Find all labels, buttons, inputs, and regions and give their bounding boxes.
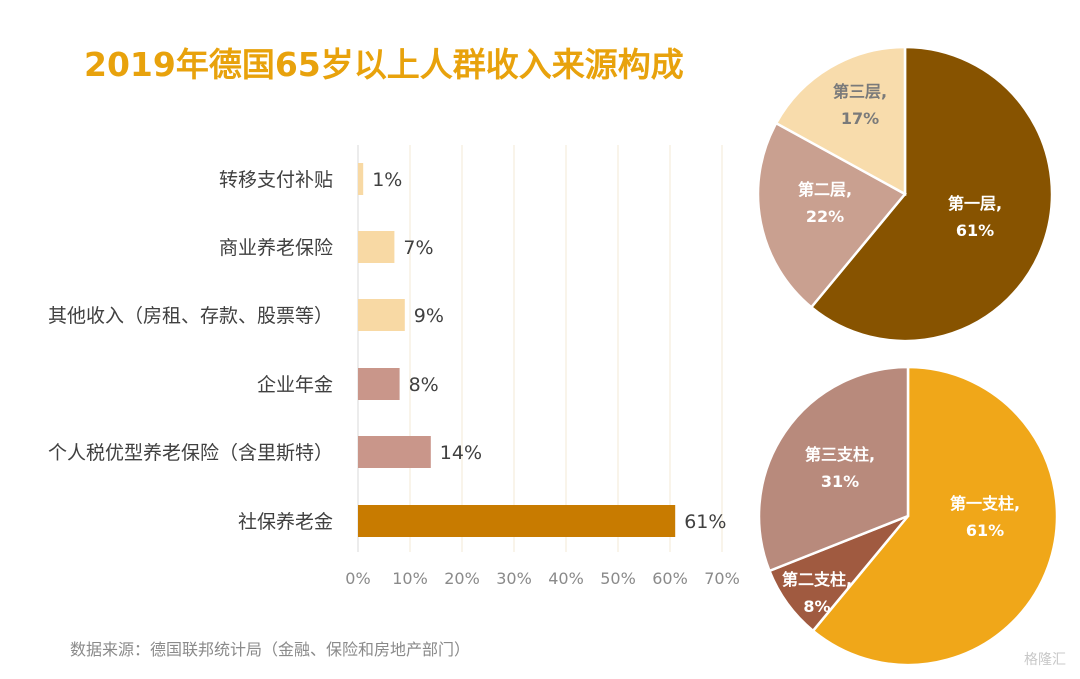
x-tick-label: 60%: [652, 569, 688, 588]
x-tick-label: 70%: [704, 569, 740, 588]
chart-title: 2019年德国65岁以上人群收入来源构成: [84, 45, 684, 84]
pie-slice-label: 第一支柱,: [950, 494, 1020, 513]
x-tick-label: 0%: [345, 569, 370, 588]
pie-slice-value: 22%: [806, 207, 844, 226]
pie-slice: [774, 45, 907, 197]
x-tick-label: 10%: [392, 569, 428, 588]
bar-value-label: 61%: [684, 511, 726, 533]
category-label: 社保养老金: [238, 511, 333, 533]
pie-slice: [809, 45, 1054, 343]
category-label: 商业养老保险: [219, 237, 333, 259]
watermark: 格隆汇: [1024, 652, 1066, 668]
bar: [358, 368, 400, 400]
bar: [358, 299, 405, 331]
pie-slice: [757, 365, 910, 573]
x-tick-label: 30%: [496, 569, 532, 588]
x-tick-label: 40%: [548, 569, 584, 588]
pie-slice-value: 31%: [821, 472, 859, 491]
pie-slice-value: 61%: [956, 221, 994, 240]
pie-slice-label: 第一层,: [948, 194, 1002, 213]
category-label: 其他收入（房租、存款、股票等）: [48, 305, 333, 327]
x-tick-label: 50%: [600, 569, 636, 588]
pie-slice-label: 第二支柱,: [782, 570, 852, 589]
source-note: 数据来源：德国联邦统计局（金融、保险和房地产部门）: [70, 640, 471, 659]
pie-slice: [811, 365, 1059, 667]
bar-value-label: 14%: [440, 442, 482, 464]
category-label: 转移支付补贴: [219, 169, 333, 191]
category-label: 个人税优型养老保险（含里斯特）: [48, 442, 333, 464]
category-label: 企业年金: [257, 374, 333, 396]
bar: [358, 163, 364, 195]
bar: [358, 505, 676, 537]
pie-slice-value: 17%: [841, 109, 879, 128]
bar: [358, 231, 395, 263]
pie-slice-label: 第二层,: [798, 180, 852, 199]
bar-value-label: 9%: [414, 305, 444, 327]
x-tick-label: 20%: [444, 569, 480, 588]
bar-value-label: 8%: [409, 374, 439, 396]
pie-slice-value: 8%: [803, 597, 830, 616]
bar: [358, 436, 431, 468]
bar-value-label: 7%: [403, 237, 433, 259]
pie-slice-label: 第三支柱,: [805, 445, 875, 464]
pie-slice-label: 第三层,: [833, 82, 887, 101]
bar-value-label: 1%: [372, 169, 402, 191]
pie-slice: [756, 121, 907, 310]
pie-slice-value: 61%: [966, 521, 1004, 540]
